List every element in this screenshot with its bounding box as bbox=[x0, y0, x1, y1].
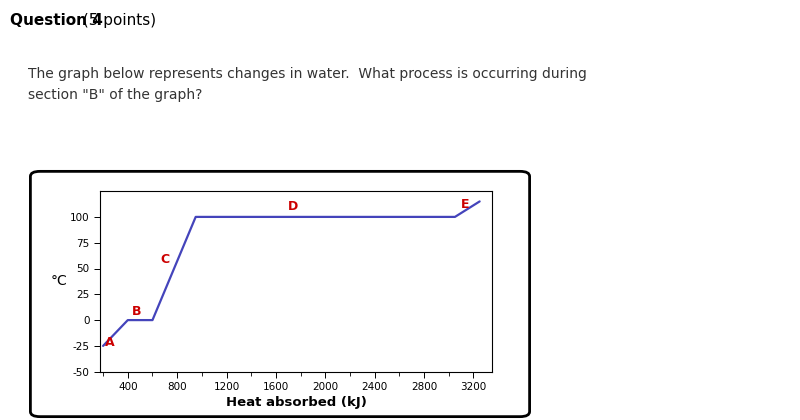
Text: C: C bbox=[160, 253, 169, 266]
Text: (5 points): (5 points) bbox=[78, 13, 157, 29]
X-axis label: Heat absorbed (kJ): Heat absorbed (kJ) bbox=[226, 396, 366, 409]
Y-axis label: °C: °C bbox=[50, 274, 67, 289]
Text: E: E bbox=[461, 198, 470, 211]
Text: A: A bbox=[105, 336, 114, 349]
Text: D: D bbox=[288, 200, 298, 213]
Text: Question 4: Question 4 bbox=[10, 13, 102, 29]
Text: The graph below represents changes in water.  What process is occurring during
s: The graph below represents changes in wa… bbox=[28, 67, 587, 102]
Text: B: B bbox=[131, 305, 141, 318]
